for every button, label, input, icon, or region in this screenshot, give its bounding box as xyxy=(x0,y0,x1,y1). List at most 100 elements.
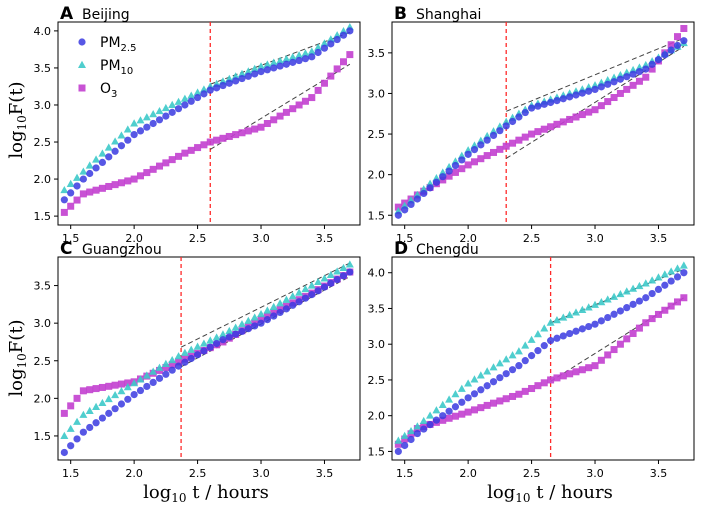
pm10-point xyxy=(73,173,82,181)
pm25-point xyxy=(149,378,157,386)
pm25-point xyxy=(610,310,618,318)
pm10-point xyxy=(445,395,454,403)
pm10-point xyxy=(476,371,485,379)
o3-point xyxy=(181,149,189,157)
pm25-point xyxy=(130,131,138,139)
pm10-point xyxy=(438,400,447,408)
o3-point xyxy=(295,101,303,109)
pm25-point xyxy=(597,83,605,91)
pm25-point xyxy=(86,169,94,178)
pm25-point xyxy=(143,123,151,131)
pm10-point xyxy=(225,326,234,335)
legend: PM2.5 PM10 O3 xyxy=(78,35,136,100)
pm25-point xyxy=(60,196,68,204)
pm10-point xyxy=(79,167,88,175)
pm25-point xyxy=(610,78,618,86)
y-tick-label: 3.0 xyxy=(34,99,52,112)
o3-point xyxy=(470,406,478,414)
o3-point xyxy=(314,86,322,94)
pm25-point xyxy=(642,65,650,73)
pm10-point xyxy=(104,394,113,403)
pm25-point xyxy=(464,394,472,402)
pm10-point xyxy=(654,273,663,281)
pm25-point xyxy=(276,62,284,70)
pm10-point xyxy=(635,281,644,290)
o3-point xyxy=(401,435,409,443)
pm10-point xyxy=(660,270,669,278)
pm25-point xyxy=(219,81,227,90)
pm25-point xyxy=(225,333,233,341)
o3-point xyxy=(483,152,491,160)
pm25-point xyxy=(483,382,491,390)
pm25-point xyxy=(572,327,580,335)
pm10-point xyxy=(257,62,266,70)
pm25-point xyxy=(413,429,421,438)
o3-point xyxy=(616,89,624,97)
o3-point xyxy=(200,141,208,149)
o3-point xyxy=(98,184,106,192)
pm25-point xyxy=(559,95,567,103)
x-tick-label: 3.5 xyxy=(650,232,668,245)
pm25-point xyxy=(420,189,428,198)
o3-point xyxy=(73,196,81,204)
pm10-point xyxy=(333,31,342,39)
pm25-point xyxy=(168,108,176,116)
pm10-point xyxy=(180,94,189,102)
o3-point xyxy=(597,102,605,110)
pm25-point xyxy=(263,66,271,74)
pm10-point xyxy=(470,375,479,383)
y-tick-label: 4.0 xyxy=(368,267,386,280)
pm10-point xyxy=(117,131,126,139)
pm25-point xyxy=(680,269,688,277)
pm10-point xyxy=(237,69,246,77)
o3-point xyxy=(648,65,656,73)
o3-point xyxy=(578,111,586,119)
pm10-point xyxy=(111,137,120,145)
pm10-point xyxy=(136,375,145,383)
pm25-point xyxy=(193,93,202,102)
pm25-point xyxy=(591,85,599,93)
o3-point xyxy=(509,392,517,400)
pm10-point xyxy=(339,263,348,272)
o3-point xyxy=(566,370,574,378)
y-tick-label: 1.5 xyxy=(34,210,52,223)
pm10-point xyxy=(168,100,177,108)
pm10-point xyxy=(92,155,101,163)
o3-point xyxy=(394,440,402,448)
pm10-point xyxy=(514,347,523,355)
pm25-point xyxy=(661,281,669,289)
pm25-point xyxy=(181,358,189,366)
pm25-point xyxy=(508,117,517,126)
pm25-point xyxy=(346,268,354,276)
y-tick-label: 2.5 xyxy=(368,128,386,141)
o3-point xyxy=(680,24,688,32)
pm25-point xyxy=(308,290,316,299)
pm25-point xyxy=(566,93,574,101)
panel-title: Beijing xyxy=(82,7,130,23)
pm25-point xyxy=(295,298,303,306)
pm10-point xyxy=(314,277,323,286)
pm10-point xyxy=(495,359,504,367)
pm25-point xyxy=(616,307,625,315)
pm25-point xyxy=(394,211,402,219)
pm25-point xyxy=(439,173,447,181)
pm25-point xyxy=(232,77,240,85)
o3-point xyxy=(257,123,265,131)
pm25-point xyxy=(623,304,631,312)
x-tick-label: 2.5 xyxy=(189,232,207,245)
pm10-point xyxy=(174,97,183,105)
o3-point xyxy=(623,85,631,93)
pm25-point xyxy=(117,142,126,150)
y-tick-label: 2.0 xyxy=(34,392,52,405)
pm25-point xyxy=(295,56,303,65)
pm25-point xyxy=(407,200,415,209)
y-tick-label: 2.5 xyxy=(34,355,52,368)
pm10-point xyxy=(282,54,291,63)
pm25-point xyxy=(187,354,195,363)
pm25-point xyxy=(680,37,688,45)
o3-point xyxy=(623,335,631,343)
pm10-point xyxy=(174,352,183,360)
pm25-point xyxy=(648,60,656,68)
pm25-point xyxy=(219,336,227,344)
pm25-point xyxy=(654,285,663,294)
